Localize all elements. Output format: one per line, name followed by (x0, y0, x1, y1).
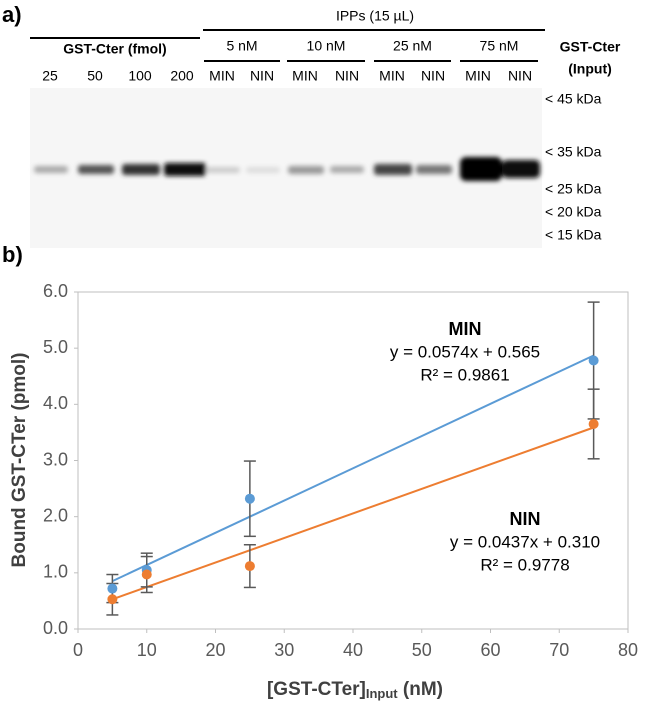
y-tick-label: 1.0 (43, 562, 68, 582)
x-tick-label: 0 (73, 640, 83, 660)
lane-label: MIN (209, 68, 235, 84)
lane-label: NIN (250, 68, 274, 84)
band (206, 167, 240, 173)
band (502, 160, 540, 178)
point (244, 561, 255, 572)
y-tick-label: 2.0 (43, 505, 68, 525)
lane-label: MIN (379, 68, 405, 84)
input-label: GST-Cter (560, 39, 621, 55)
x-title-unit: (nM) (398, 679, 443, 700)
y-tick-label: 3.0 (43, 449, 68, 469)
band (34, 166, 68, 173)
point (107, 583, 118, 594)
marker-label: < 20 kDa (545, 204, 602, 220)
x-tick-label: 70 (549, 640, 569, 660)
y-axis-title: Bound GST-CTer (pmol) (9, 353, 30, 568)
y-tick-label: 6.0 (43, 281, 68, 301)
x-title-sub: Input (366, 686, 398, 701)
trend-r2: R² = 0.9778 (480, 555, 569, 574)
panel-label: a) (2, 2, 22, 27)
x-tick-label: 60 (480, 640, 500, 660)
panel-label: b) (2, 242, 23, 267)
standard-label: GST-Cter (fmol) (63, 41, 166, 57)
x-tick-label: 40 (343, 640, 363, 660)
point (107, 594, 118, 605)
condition-label: 5 nM (226, 38, 257, 54)
group-label: IPPs (15 µL) (336, 8, 414, 24)
trendline (112, 426, 594, 601)
x-tick-label: 50 (412, 640, 432, 660)
condition-label: 25 nM (393, 38, 432, 54)
point (588, 355, 599, 366)
condition-label: 10 nM (307, 38, 346, 54)
plot-border (77, 291, 629, 630)
trend-r2: R² = 0.9861 (420, 365, 509, 384)
lane-label: 100 (128, 68, 152, 84)
blot-membrane (30, 88, 542, 248)
trend-equation: y = 0.0437x + 0.310 (450, 532, 600, 551)
band (416, 165, 452, 174)
marker-label: < 15 kDa (545, 227, 602, 243)
condition-label: 75 nM (480, 38, 519, 54)
band (78, 165, 114, 174)
blot-bands (34, 157, 540, 181)
point (244, 493, 255, 504)
y-tick-label: 0.0 (43, 618, 68, 638)
band (164, 163, 206, 176)
lane-label: MIN (465, 68, 491, 84)
band (246, 167, 280, 173)
x-axis-title: [GST-CTer]Input (nM) (267, 679, 443, 701)
lane-label: NIN (335, 68, 359, 84)
x-tick-label: 30 (274, 640, 294, 660)
lane-label: 25 (42, 68, 58, 84)
lane-label: 50 (87, 68, 103, 84)
x-title-main: [GST-CTer] (267, 679, 366, 700)
band (460, 157, 502, 181)
lane-label: 200 (170, 68, 194, 84)
trend-equation: y = 0.0574x + 0.565 (390, 342, 540, 361)
marker-label: < 35 kDa (545, 144, 602, 160)
x-tick-label: 80 (618, 640, 638, 660)
marker-label: < 25 kDa (545, 181, 602, 197)
x-tick-label: 10 (137, 640, 157, 660)
point (588, 418, 599, 429)
lane-label: MIN (292, 68, 318, 84)
lane-label: NIN (421, 68, 445, 84)
input-label: (Input) (568, 61, 612, 77)
band (122, 164, 160, 175)
series-label: NIN (510, 509, 541, 529)
marker-label: < 45 kDa (545, 91, 602, 107)
x-tick-label: 20 (205, 640, 225, 660)
y-tick-label: 4.0 (43, 393, 68, 413)
y-tick-label: 5.0 (43, 337, 68, 357)
trendline (111, 354, 595, 583)
band (330, 166, 364, 173)
lane-label: NIN (508, 68, 532, 84)
point (141, 569, 152, 580)
band (374, 164, 412, 175)
band (288, 166, 324, 174)
series-label: MIN (449, 319, 482, 339)
